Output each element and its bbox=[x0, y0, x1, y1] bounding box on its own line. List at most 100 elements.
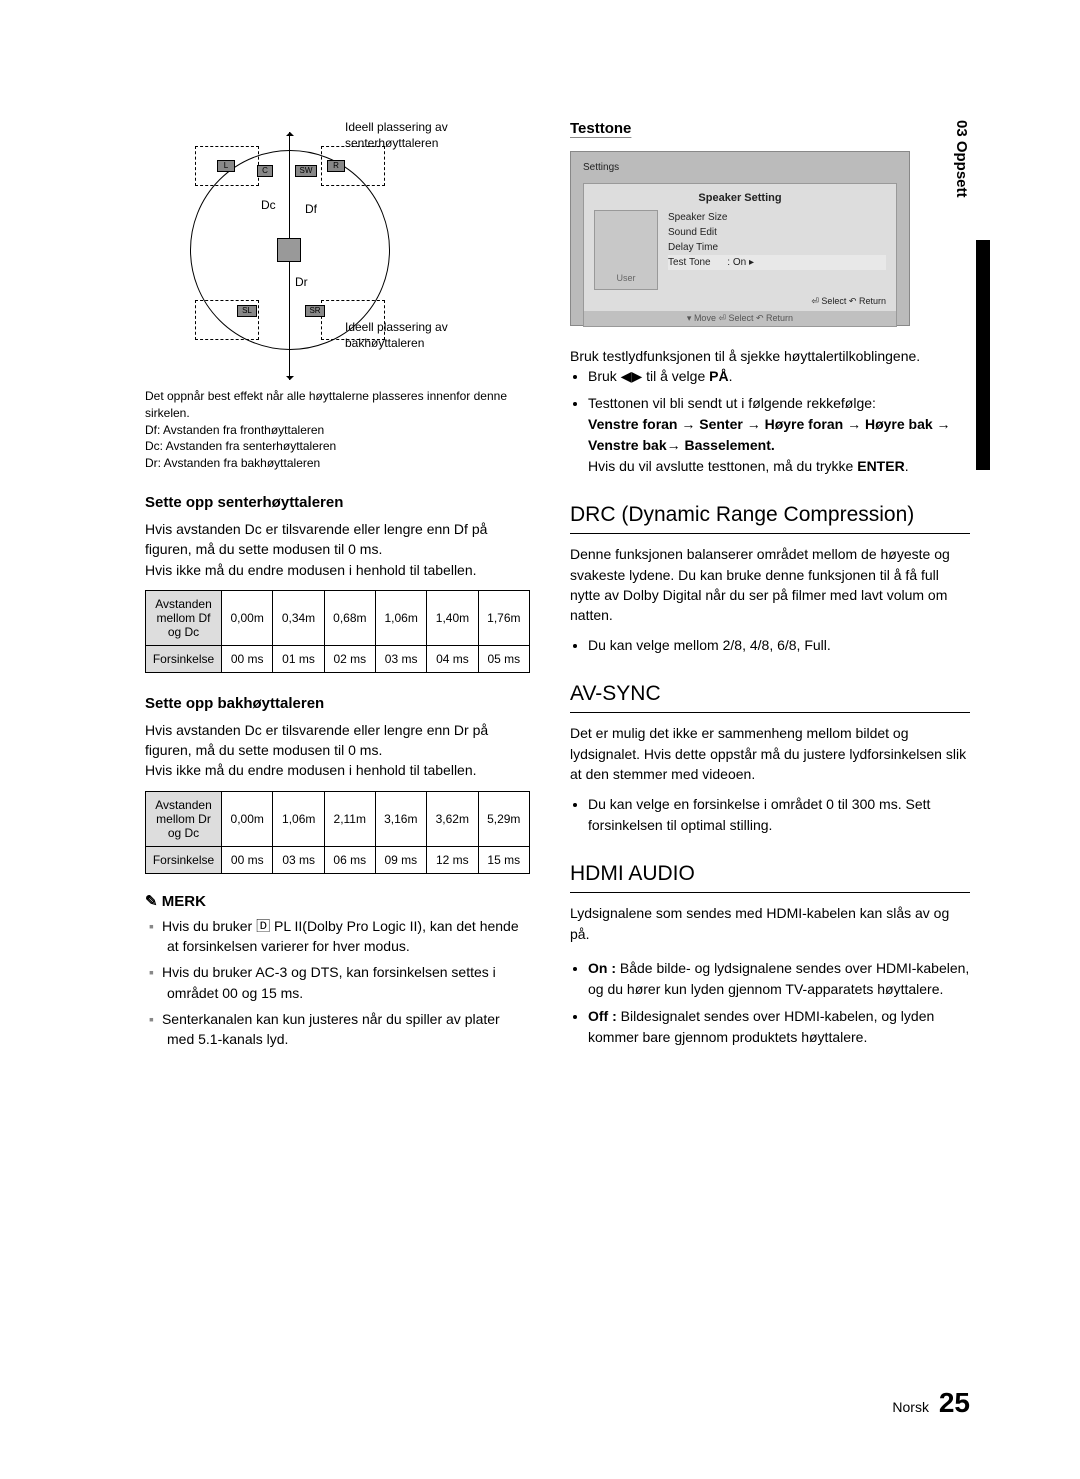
rule bbox=[570, 712, 970, 713]
cell: 3,16m bbox=[375, 791, 426, 846]
speaker-diagram: L R C SW SL SR Dc Df Dr Ideell plasserin… bbox=[145, 120, 475, 380]
diagram-caption: Det oppnår best effekt når alle høyttale… bbox=[145, 388, 530, 422]
cell: 03 ms bbox=[273, 846, 324, 873]
table-row: Forsinkelse 00 ms 01 ms 02 ms 03 ms 04 m… bbox=[146, 645, 530, 672]
cell: 5,29m bbox=[478, 791, 529, 846]
osd-item: Speaker Size bbox=[668, 210, 886, 225]
cell: 00 ms bbox=[222, 846, 273, 873]
row-head: Avstanden mellom Dr og Dc bbox=[146, 791, 222, 846]
drc-title: DRC (Dynamic Range Compression) bbox=[570, 503, 970, 527]
list-item: Hvis du bruker AC-3 og DTS, kan forsinke… bbox=[167, 962, 530, 1003]
cell: 15 ms bbox=[478, 846, 529, 873]
diagram-note-bot: Ideell plassering av bakhøyttaleren bbox=[345, 320, 485, 351]
cell: 0,00m bbox=[222, 791, 273, 846]
cell: 00 ms bbox=[222, 645, 273, 672]
label-df: Df bbox=[305, 202, 317, 216]
osd-outer-label: Settings bbox=[583, 162, 897, 173]
cell: 06 ms bbox=[324, 846, 375, 873]
text: Testtonen vil bli sendt ut i følgende re… bbox=[588, 395, 876, 411]
label-off: Off : bbox=[588, 1008, 621, 1024]
speaker-c: C bbox=[257, 165, 273, 177]
list-item: Du kan velge mellom 2/8, 4/8, 6/8, Full. bbox=[588, 635, 970, 656]
list-item: Bruk ◀▶ til å velge PÅ. bbox=[588, 366, 970, 387]
drc-list: Du kan velge mellom 2/8, 4/8, 6/8, Full. bbox=[570, 635, 970, 656]
table-row: Avstanden mellom Dr og Dc 0,00m 1,06m 2,… bbox=[146, 791, 530, 846]
rule bbox=[570, 892, 970, 893]
cell: 1,06m bbox=[375, 590, 426, 645]
footer-lang: Norsk bbox=[892, 1399, 929, 1415]
testtone-title: Testtone bbox=[570, 120, 970, 137]
list-item: Hvis du bruker 🄳 PL II(Dolby Pro Logic I… bbox=[167, 916, 530, 957]
center-table: Avstanden mellom Df og Dc 0,00m 0,34m 0,… bbox=[145, 590, 530, 673]
center-p1: Hvis avstanden Dc er tilsvarende eller l… bbox=[145, 519, 530, 560]
osd-foot2: ▾ Move ⏎ Select ↶ Return bbox=[584, 311, 896, 326]
content-columns: L R C SW SL SR Dc Df Dr Ideell plasserin… bbox=[145, 120, 970, 1056]
cell: 3,62m bbox=[427, 791, 478, 846]
cell: 0,00m bbox=[222, 590, 273, 645]
text-bold: PÅ bbox=[709, 368, 728, 384]
speaker-sl: SL bbox=[237, 305, 257, 317]
label-dr: Dr bbox=[295, 275, 308, 289]
avsync-p: Det er mulig det ikke er sammenheng mell… bbox=[570, 723, 970, 784]
cell: 2,11m bbox=[324, 791, 375, 846]
osd-list: Speaker Size Sound Edit Delay Time Test … bbox=[668, 210, 886, 290]
row-head: Avstanden mellom Df og Dc bbox=[146, 590, 222, 645]
table-row: Avstanden mellom Df og Dc 0,00m 0,34m 0,… bbox=[146, 590, 530, 645]
page-footer: Norsk 25 bbox=[892, 1387, 970, 1419]
list-item: Testtonen vil bli sendt ut i følgende re… bbox=[588, 393, 970, 477]
cell: 0,68m bbox=[324, 590, 375, 645]
osd-user-box: User bbox=[594, 210, 658, 290]
avsync-list: Du kan velge en forsinkelse i området 0 … bbox=[570, 794, 970, 836]
row-head: Forsinkelse bbox=[146, 645, 222, 672]
cell: 04 ms bbox=[427, 645, 478, 672]
testtone-p1: Bruk testlydfunksjonen til å sjekke høyt… bbox=[570, 346, 970, 366]
speaker-r: R bbox=[327, 160, 345, 172]
hdmi-title: HDMI AUDIO bbox=[570, 862, 970, 886]
center-title: Sette opp senterhøyttaleren bbox=[145, 494, 530, 511]
text: Bildesignalet sendes over HDMI-kabelen, … bbox=[588, 1008, 934, 1045]
rear-title: Sette opp bakhøyttaleren bbox=[145, 695, 530, 712]
rear-table: Avstanden mellom Dr og Dc 0,00m 1,06m 2,… bbox=[145, 791, 530, 874]
speaker-sr: SR bbox=[305, 305, 325, 317]
speaker-sw: SW bbox=[295, 165, 317, 177]
listener-icon bbox=[277, 238, 301, 262]
list-item: Du kan velge en forsinkelse i området 0 … bbox=[588, 794, 970, 836]
footer-page: 25 bbox=[939, 1387, 970, 1418]
note-list: Hvis du bruker 🄳 PL II(Dolby Pro Logic I… bbox=[145, 916, 530, 1050]
diagram-def: Df: Avstanden fra fronthøyttaleren bbox=[145, 422, 530, 439]
diagram-note-top: Ideell plassering av senterhøyttaleren bbox=[345, 120, 485, 151]
cell: 12 ms bbox=[427, 846, 478, 873]
text: Både bilde- og lydsignalene sendes over … bbox=[588, 960, 969, 997]
side-tab: 03 Oppsett bbox=[953, 120, 970, 198]
diagram-def: Dc: Avstanden fra senterhøyttaleren bbox=[145, 438, 530, 455]
osd-title: Speaker Setting bbox=[594, 192, 886, 204]
osd-sel-val: : On ▸ bbox=[727, 257, 754, 268]
cell: 03 ms bbox=[375, 645, 426, 672]
list-item: Off : Bildesignalet sendes over HDMI-kab… bbox=[588, 1006, 970, 1048]
cell: 09 ms bbox=[375, 846, 426, 873]
speaker-l: L bbox=[217, 160, 235, 172]
list-item: On : Både bilde- og lydsignalene sendes … bbox=[588, 958, 970, 1000]
text-bold: ENTER bbox=[857, 458, 904, 474]
hdmi-list: On : Både bilde- og lydsignalene sendes … bbox=[570, 958, 970, 1048]
osd-item-selected: Test Tone : On ▸ bbox=[668, 255, 886, 270]
label-on: On : bbox=[588, 960, 620, 976]
list-item: Senterkanalen kan kun justeres når du sp… bbox=[167, 1009, 530, 1050]
osd-user-label: User bbox=[616, 273, 635, 283]
osd-row: User Speaker Size Sound Edit Delay Time … bbox=[594, 210, 886, 290]
cell: 1,06m bbox=[273, 791, 324, 846]
cell: 01 ms bbox=[273, 645, 324, 672]
sequence: Venstre foran → Senter → Høyre foran → H… bbox=[588, 416, 951, 453]
right-column: Testtone Settings Speaker Setting User S… bbox=[570, 120, 970, 1056]
diagram-def: Dr: Avstanden fra bakhøyttaleren bbox=[145, 455, 530, 472]
cell: 1,76m bbox=[478, 590, 529, 645]
osd-foot: ⏎ Select ↶ Return bbox=[594, 296, 886, 307]
osd-item: Sound Edit bbox=[668, 225, 886, 240]
label-dc: Dc bbox=[261, 198, 276, 212]
table-row: Forsinkelse 00 ms 03 ms 06 ms 09 ms 12 m… bbox=[146, 846, 530, 873]
center-p2: Hvis ikke må du endre modusen i henhold … bbox=[145, 560, 530, 580]
text: Hvis du vil avslutte testtonen, må du tr… bbox=[588, 458, 857, 474]
cell: 0,34m bbox=[273, 590, 324, 645]
rear-p1: Hvis avstanden Dc er tilsvarende eller l… bbox=[145, 720, 530, 761]
hdmi-p: Lydsignalene som sendes med HDMI-kabelen… bbox=[570, 903, 970, 944]
